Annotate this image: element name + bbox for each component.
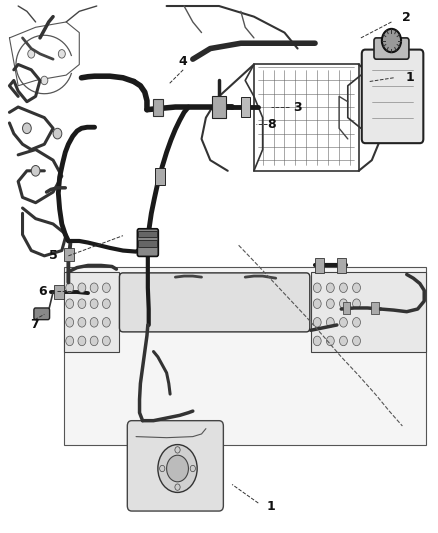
Bar: [337, 258, 346, 273]
Bar: [212, 96, 226, 118]
FancyBboxPatch shape: [34, 308, 49, 320]
Text: 2: 2: [403, 11, 411, 24]
Circle shape: [158, 445, 197, 492]
FancyBboxPatch shape: [362, 50, 424, 143]
FancyBboxPatch shape: [127, 421, 223, 511]
Circle shape: [339, 318, 347, 327]
Circle shape: [313, 318, 321, 327]
Text: 1: 1: [267, 500, 276, 513]
Bar: [152, 99, 163, 116]
Circle shape: [339, 299, 347, 309]
Circle shape: [353, 336, 360, 346]
Circle shape: [326, 318, 334, 327]
Circle shape: [90, 299, 98, 309]
Circle shape: [326, 299, 334, 309]
Circle shape: [102, 318, 110, 327]
Circle shape: [66, 318, 74, 327]
Bar: [241, 98, 250, 117]
Circle shape: [53, 128, 62, 139]
Circle shape: [78, 318, 86, 327]
Bar: [371, 302, 379, 314]
Bar: [343, 302, 350, 314]
Bar: [155, 167, 165, 184]
Circle shape: [78, 283, 86, 293]
Circle shape: [175, 447, 180, 453]
Circle shape: [90, 336, 98, 346]
Polygon shape: [64, 266, 426, 445]
Circle shape: [90, 318, 98, 327]
Bar: [64, 248, 74, 261]
Circle shape: [166, 455, 188, 482]
Polygon shape: [311, 272, 426, 352]
Circle shape: [22, 123, 31, 134]
Bar: [138, 231, 157, 237]
Circle shape: [66, 299, 74, 309]
Text: 6: 6: [38, 285, 46, 298]
Circle shape: [353, 299, 360, 309]
Circle shape: [313, 283, 321, 293]
Circle shape: [313, 336, 321, 346]
Circle shape: [28, 50, 35, 58]
Circle shape: [58, 50, 65, 58]
Text: 8: 8: [267, 118, 276, 131]
FancyBboxPatch shape: [374, 38, 409, 59]
Circle shape: [78, 336, 86, 346]
Circle shape: [313, 299, 321, 309]
Bar: [54, 285, 64, 300]
Polygon shape: [64, 272, 119, 352]
Text: 7: 7: [30, 319, 39, 332]
Circle shape: [66, 283, 74, 293]
Bar: [315, 258, 324, 273]
Circle shape: [90, 283, 98, 293]
Circle shape: [339, 336, 347, 346]
FancyBboxPatch shape: [120, 273, 310, 332]
Circle shape: [190, 465, 195, 472]
Circle shape: [326, 336, 334, 346]
Text: 3: 3: [293, 101, 302, 114]
Circle shape: [339, 283, 347, 293]
Text: 1: 1: [406, 71, 415, 84]
Circle shape: [102, 283, 110, 293]
Circle shape: [353, 283, 360, 293]
Circle shape: [382, 29, 401, 52]
Circle shape: [31, 165, 40, 176]
Bar: [138, 240, 157, 247]
Circle shape: [102, 299, 110, 309]
Text: 5: 5: [49, 249, 57, 262]
Circle shape: [353, 318, 360, 327]
FancyBboxPatch shape: [138, 229, 158, 256]
Circle shape: [175, 484, 180, 490]
Circle shape: [102, 336, 110, 346]
Circle shape: [159, 465, 165, 472]
Circle shape: [41, 76, 48, 85]
Circle shape: [326, 283, 334, 293]
Circle shape: [78, 299, 86, 309]
Circle shape: [66, 336, 74, 346]
Text: 4: 4: [179, 55, 187, 68]
